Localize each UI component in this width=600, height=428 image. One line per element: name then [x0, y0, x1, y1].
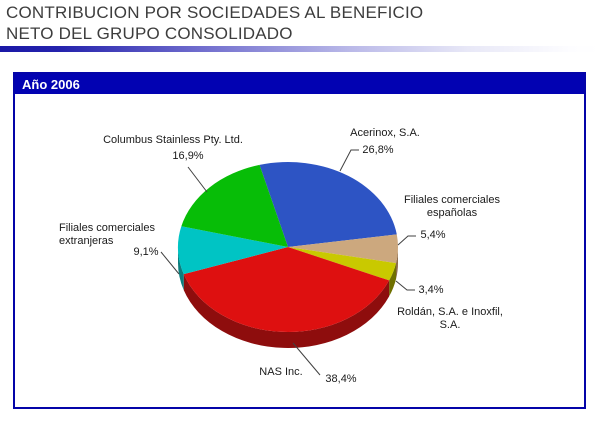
pie-slice-side	[389, 263, 397, 297]
pie-slice	[288, 247, 397, 281]
pie-slice	[288, 234, 399, 264]
slide-title-line1: CONTRIBUCION POR SOCIEDADES AL BENEFICIO	[6, 3, 424, 22]
pie-slice-side	[396, 247, 398, 280]
pie-label-nas: NAS Inc.	[259, 366, 303, 378]
pie-slice-side	[183, 274, 390, 348]
pie-label-filiales-espanolas: Filiales comerciales españolas	[404, 194, 500, 219]
slide-title: CONTRIBUCION POR SOCIEDADES AL BENEFICIO…	[6, 2, 566, 44]
pie-pct-columbus: 16,9%	[172, 150, 204, 162]
slide-title-line2: NETO DEL GRUPO CONSOLIDADO	[6, 24, 293, 43]
leader-line	[395, 280, 415, 291]
chart-panel: Año 2006 Columbus Stainless Pty. Ltd. 16…	[13, 72, 586, 409]
pie-label-columbus: Columbus Stainless Pty. Ltd.	[103, 134, 243, 146]
pie-pct-filiales-espanolas: 5,4%	[420, 229, 446, 241]
pie-slice	[183, 247, 390, 332]
leader-line	[292, 342, 321, 376]
pie-label-acerinox: Acerinox, S.A.	[350, 127, 420, 139]
pie-slice-side	[178, 247, 184, 291]
pie-pct-filiales-extranjeras: 9,1%	[133, 246, 159, 258]
pie-label-roldan: Roldán, S.A. e Inoxfil, S.A.	[397, 306, 503, 331]
pie-slice	[178, 226, 288, 275]
leader-line	[397, 235, 416, 246]
title-divider-bar	[0, 46, 600, 52]
panel-header-label: Año 2006	[22, 76, 80, 92]
pie-pct-roldan: 3,4%	[418, 284, 444, 296]
pie-chart: Columbus Stainless Pty. Ltd. 16,9% Aceri…	[15, 94, 584, 405]
pie-pct-nas: 38,4%	[325, 373, 357, 385]
leader-line	[339, 149, 359, 172]
leader-line	[160, 251, 180, 275]
pie-chart-canvas	[160, 149, 416, 376]
pie-label-filiales-extranjeras: Filiales comerciales extranjeras	[59, 222, 155, 247]
pie-slice	[181, 164, 288, 247]
panel-header: Año 2006	[15, 74, 584, 94]
pie-pct-acerinox: 26,8%	[362, 144, 394, 156]
pie-slice	[259, 162, 397, 247]
leader-line	[187, 166, 208, 193]
